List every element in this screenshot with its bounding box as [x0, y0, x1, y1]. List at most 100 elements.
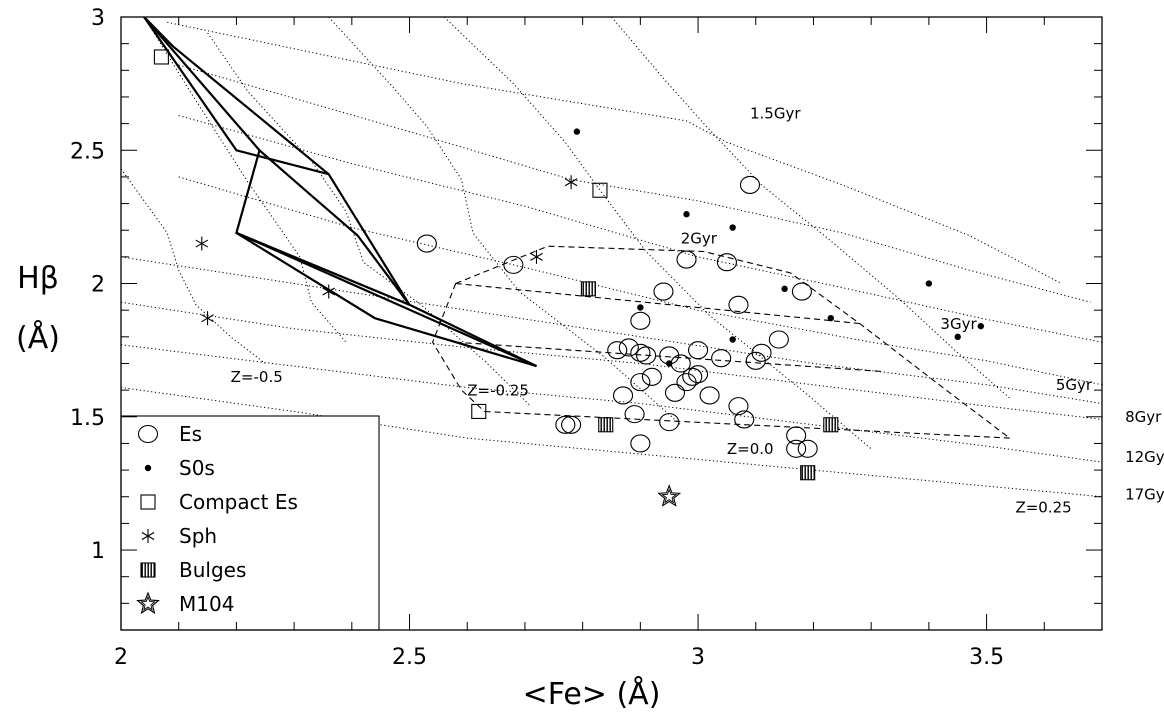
legend-marker [140, 494, 156, 510]
model-grid-c-line [178, 115, 1102, 343]
model-grid-a-line [143, 17, 411, 306]
data-point [607, 341, 628, 360]
legend: Es S0s Compact Es Sph Bulges M104 [120, 415, 380, 631]
legend-marker [136, 591, 160, 615]
data-point [618, 338, 639, 357]
data-point-shape [797, 439, 818, 458]
data-point-shape [729, 224, 736, 231]
series-sph [195, 175, 578, 326]
model-grid-b-line [431, 283, 485, 412]
data-point [666, 360, 673, 367]
data-point [823, 417, 839, 433]
data-point [503, 255, 524, 274]
data-point [195, 236, 209, 251]
series-m104 [657, 484, 682, 507]
data-point-shape [503, 255, 524, 274]
legend-marker-inner [140, 595, 156, 611]
data-point [751, 343, 772, 362]
data-point [664, 383, 686, 402]
y-tick-label: 1.5 [70, 406, 105, 431]
grid-annotation: 8Gyr [1125, 408, 1162, 426]
y-tick-label: 2.5 [70, 139, 105, 164]
legend-marker-shape [137, 424, 159, 444]
data-point [786, 426, 807, 445]
grid-annotation: 1.5Gyr [750, 104, 801, 122]
data-point [598, 417, 614, 433]
data-point-shape [612, 386, 634, 405]
data-point [630, 373, 651, 392]
data-point-shape [786, 426, 807, 445]
grid-annotation: Z=0.0 [727, 440, 774, 458]
x-tick-label: 3 [691, 645, 705, 670]
legend-marker-stroke [141, 532, 155, 540]
data-point [768, 330, 789, 349]
model-grid-c-line [328, 17, 682, 426]
data-point-shape [781, 285, 788, 293]
data-point-inner [661, 488, 678, 504]
data-point [734, 410, 755, 429]
data-point [676, 373, 697, 392]
data-point-shape [751, 343, 772, 362]
data-point-outer [657, 484, 682, 507]
data-point-shape [683, 211, 690, 218]
y-tick-label: 3 [91, 6, 105, 31]
grid-annotation: 3Gyr [940, 315, 977, 333]
data-point-shape [653, 282, 674, 301]
legend-label: Bulges [179, 558, 246, 582]
x-axis-title: <Fe> (Å) [523, 676, 661, 712]
data-point-shape [827, 314, 834, 322]
series-bulges [580, 281, 839, 481]
data-point-shape [630, 343, 651, 362]
plot-frame [120, 16, 1103, 631]
data-point [827, 314, 834, 322]
data-point-shape [592, 182, 608, 198]
data-point-stroke [201, 314, 214, 323]
grid-annotations: 1.5Gyr 2Gyr 3Gyr 5Gyr 8Gyr 12Gyr 17Gyr Z=-0.5 Z=… [231, 104, 1164, 516]
legend-label: M104 [179, 592, 234, 616]
data-point [683, 211, 690, 218]
data-point-shape [573, 128, 581, 135]
data-point [739, 175, 761, 194]
data-point [716, 253, 737, 272]
data-point-shape [153, 49, 169, 65]
data-point-shape [666, 360, 673, 367]
legend-marker [141, 529, 155, 543]
data-point-shape [729, 336, 736, 343]
data-point-stroke [530, 252, 543, 261]
data-point [728, 397, 749, 416]
data-point [791, 282, 812, 301]
data-point [555, 415, 576, 434]
model-grid-a-line [235, 231, 537, 368]
data-point [592, 182, 608, 198]
data-point-shape [641, 367, 662, 386]
data-point-stroke [564, 178, 578, 187]
y-axis-title: Hβ [17, 261, 59, 296]
data-point-stroke [322, 287, 336, 296]
data-point-shape [688, 365, 709, 384]
data-point [729, 224, 736, 231]
data-point [688, 365, 709, 384]
data-point-shape [598, 417, 614, 433]
data-point [699, 386, 720, 405]
y-tick-label: 2 [91, 273, 105, 298]
data-point [624, 405, 645, 424]
legend-marker-outer [136, 591, 160, 615]
data-point [781, 285, 788, 293]
data-point-shape [636, 346, 657, 365]
model-grid-b-line [455, 282, 860, 325]
data-point-shape [768, 330, 789, 349]
data-point-shape [823, 417, 839, 433]
data-point-shape [791, 282, 812, 301]
data-point [573, 128, 581, 135]
model-grid-c-line [121, 256, 1102, 404]
data-point-shape [630, 373, 651, 392]
data-point [471, 403, 487, 420]
legend-marker [137, 424, 159, 444]
data-point [153, 49, 169, 65]
data-point-shape [954, 333, 961, 341]
model-grid-a-line [143, 17, 537, 368]
legend-label: Compact Es [179, 490, 298, 514]
data-point-shape [716, 253, 737, 272]
data-point [201, 311, 214, 326]
